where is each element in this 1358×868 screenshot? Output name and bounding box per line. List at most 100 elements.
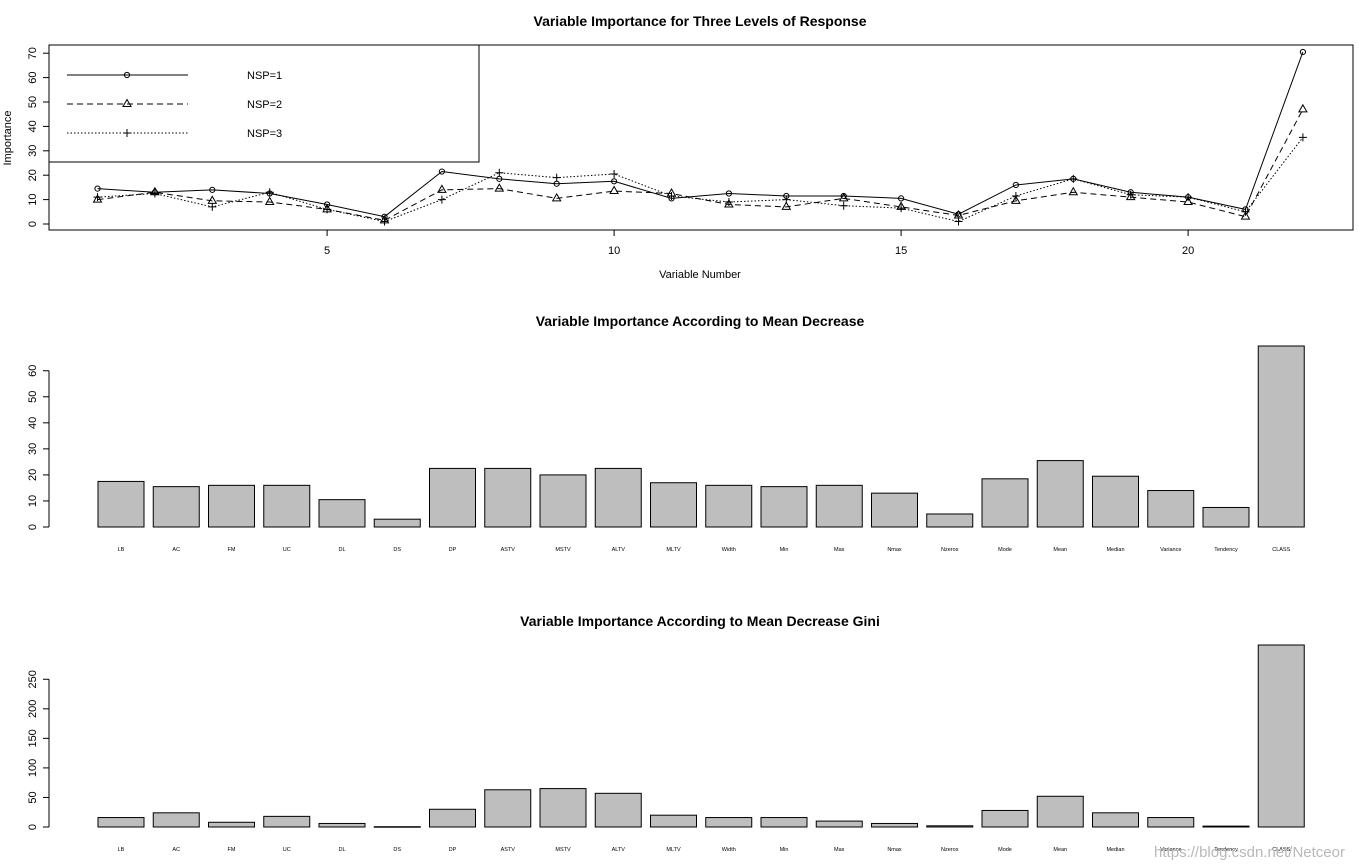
y-tick-label: 50 — [27, 391, 39, 403]
y-tick-label: 30 — [27, 145, 39, 157]
bar-uc — [263, 815, 311, 828]
series-line-3 — [97, 137, 1304, 223]
category-label: AC — [172, 847, 180, 853]
data-point-triangle — [724, 198, 734, 208]
category-label: Median — [1106, 847, 1124, 853]
data-point-triangle — [838, 192, 849, 202]
y-tick-label: 100 — [27, 759, 39, 777]
category-label: Median — [1106, 547, 1124, 553]
category-label: UC — [283, 847, 291, 853]
bar-nzeros — [926, 513, 974, 528]
bar-width — [705, 817, 753, 828]
bar-mltv — [650, 482, 697, 528]
bar-altv — [594, 467, 642, 528]
category-label: Mean — [1053, 547, 1067, 553]
data-point-triangle — [1183, 196, 1193, 206]
data-point-circle — [438, 168, 445, 175]
chart1-y-axis-label: Importance — [2, 110, 14, 165]
category-label: AC — [172, 547, 180, 553]
bar-median — [1092, 475, 1139, 528]
legend-label-nsp2: NSP=2 — [247, 99, 282, 111]
line-chart-importance-three-levels: Variable Importance for Three Levels of … — [2, 13, 1354, 281]
chart1-series-group — [92, 48, 1308, 226]
chart3-title: Variable Importance According to Mean De… — [520, 613, 880, 629]
bar-ds — [373, 518, 421, 528]
data-point-plus — [1069, 174, 1078, 183]
category-label: Nmax — [887, 847, 902, 853]
category-label: Variance — [1160, 547, 1181, 553]
data-point-circle — [725, 190, 733, 197]
data-point-triangle — [207, 195, 218, 204]
bar-variance — [1147, 817, 1195, 828]
y-tick-label: 40 — [27, 417, 39, 429]
category-label: DL — [338, 547, 345, 553]
bar-astv — [484, 467, 532, 528]
data-point-plus — [954, 217, 963, 226]
x-tick-label: 10 — [608, 245, 620, 257]
y-tick-label: 200 — [27, 700, 39, 718]
data-point-triangle — [609, 185, 619, 195]
bar-dl — [318, 822, 366, 828]
legend-marker-triangle — [122, 98, 132, 107]
data-point-plus — [1241, 207, 1250, 216]
bar-astv — [484, 789, 532, 828]
bar-mode — [981, 809, 1029, 828]
y-tick-label: 60 — [27, 365, 39, 377]
chart2-category-labels: LB AC FM UC DL DS DP ASTV MSTV ALTV MLTV Width Min Ma… — [118, 547, 1291, 553]
data-point-plus — [437, 195, 446, 204]
category-label: MLTV — [666, 547, 681, 553]
data-point-triangle — [437, 184, 447, 193]
category-label: Max — [834, 847, 845, 853]
data-point-plus — [1298, 133, 1307, 142]
chart2-title: Variable Importance According to Mean De… — [536, 313, 865, 329]
y-tick-label: 50 — [27, 96, 39, 108]
data-point-triangle — [1011, 195, 1021, 204]
bar-uc — [263, 484, 311, 528]
category-label: MSTV — [555, 547, 571, 553]
category-label: ASTV — [501, 847, 516, 853]
watermark-text: https://blog.csdn.net/Netceor — [1154, 844, 1345, 861]
category-label: DS — [393, 547, 401, 553]
bar-fm — [208, 484, 255, 528]
data-point-plus — [1011, 191, 1020, 200]
data-point-plus — [1184, 193, 1193, 202]
bar-mean — [1036, 460, 1084, 528]
bar-max — [815, 484, 863, 528]
data-point-triangle — [1298, 103, 1308, 113]
series-line-2 — [97, 109, 1304, 221]
chart3-category-labels: LB AC FM UC DL DS DP ASTV MSTV ALTV MLTV Width Min Ma… — [118, 847, 1291, 853]
legend-label-nsp1: NSP=1 — [247, 70, 282, 82]
category-label: CLASS — [1272, 847, 1290, 853]
data-point-plus — [208, 202, 217, 211]
category-label: Width — [722, 847, 736, 853]
category-label: CLASS — [1272, 547, 1290, 553]
bar-dp — [429, 467, 476, 528]
y-tick-label: 150 — [27, 729, 39, 747]
y-tick-label: 10 — [27, 495, 39, 507]
chart2-bars — [97, 345, 1305, 528]
bar-ac — [152, 812, 200, 828]
y-tick-label: 50 — [27, 791, 39, 803]
category-label: Mode — [998, 847, 1012, 853]
bar-min — [760, 817, 808, 828]
chart3-bars — [97, 644, 1305, 828]
bar-max — [815, 820, 863, 828]
bar-median — [1092, 812, 1139, 828]
bar-altv — [594, 792, 642, 828]
data-point-plus — [380, 217, 389, 226]
data-point-plus — [150, 189, 159, 198]
category-label: Nzeros — [941, 847, 959, 853]
category-label: UC — [283, 547, 291, 553]
bar-nmax — [871, 492, 918, 528]
y-tick-label: 0 — [27, 524, 39, 530]
x-tick-label: 5 — [324, 245, 330, 257]
data-point-plus — [724, 198, 733, 207]
data-point-circle — [898, 195, 905, 202]
data-point-plus — [782, 195, 791, 204]
y-tick-label: 70 — [27, 47, 39, 59]
data-point-plus — [839, 201, 848, 210]
data-point-triangle — [1240, 211, 1251, 220]
chart2-y-axis: 0 10 20 30 40 50 60 — [27, 365, 50, 530]
chart1-x-axis: 5 10 15 20 — [324, 230, 1194, 257]
